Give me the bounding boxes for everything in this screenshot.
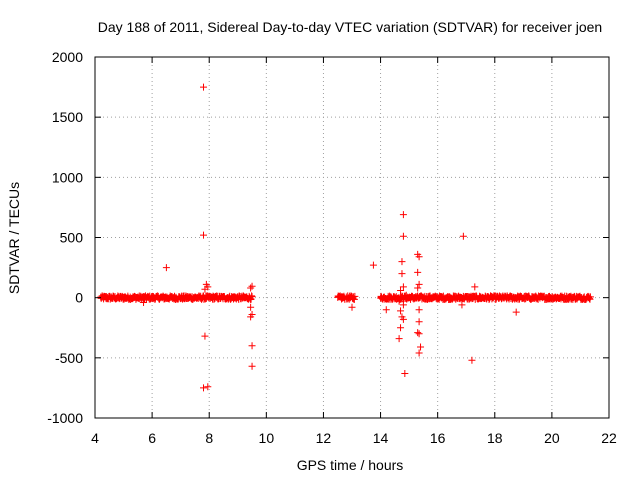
x-tick-label: 20 [544,430,560,446]
outlier-point [201,332,209,340]
outlier-point [397,324,405,332]
outlier-point [140,298,148,306]
outlier-point [401,369,409,377]
y-tick-label: 500 [60,230,84,246]
outlier-point [402,291,410,299]
outlier-point [382,306,390,314]
outlier-point [399,315,407,323]
y-axis-label: SDTVAR / TECUs [6,182,22,294]
x-tick-label: 14 [373,430,389,446]
y-tick-label: -500 [55,350,83,366]
x-tick-label: 12 [316,430,332,446]
outlier-point [395,335,403,343]
outlier-point [200,231,208,239]
outlier-point [247,284,255,292]
x-tick-label: 18 [487,430,503,446]
y-tick-label: 2000 [52,49,83,65]
outlier-point [201,285,209,293]
outlier-point [398,258,406,266]
outlier-point [162,264,170,272]
outlier-point [200,384,208,392]
data-point [248,293,256,301]
outlier-point [369,261,377,269]
y-tick-label: 1000 [52,169,83,185]
x-tick-label: 22 [601,430,617,446]
outlier-point [459,232,467,240]
outlier-point [415,253,423,261]
outlier-point [247,313,255,321]
outlier-point [248,282,256,290]
axis-ticks: 4 6 8 10 12 14 16 18 20 22 -1000 -500 0 500 1000 1500 20… [47,49,617,446]
outlier-point [200,83,208,91]
outlier-point [204,383,212,391]
outlier-point [458,301,466,309]
outlier-point [415,306,423,314]
chart-title: Day 188 of 2011, Sidereal Day-to-day VTE… [98,19,602,35]
outlier-point [417,343,425,351]
outlier-point [415,280,423,288]
y-tick-label: -1000 [47,410,83,426]
x-tick-label: 16 [430,430,446,446]
outlier-point [415,318,423,326]
outlier-point [399,232,407,240]
outlier-point [398,270,406,278]
outlier-point [414,284,422,292]
outlier-point [248,362,256,370]
x-tick-label: 8 [205,430,213,446]
data-point [586,293,594,301]
outlier-point [399,211,407,219]
outlier-point [512,308,520,316]
outlier-point [395,297,403,305]
outlier-point [414,268,422,276]
x-tick-label: 10 [259,430,275,446]
x-tick-label: 4 [91,430,99,446]
outlier-point [415,349,423,357]
y-tick-label: 1500 [52,109,83,125]
outlier-point [399,283,407,291]
data-points [97,83,594,392]
outlier-point [399,301,407,309]
outlier-point [247,303,255,311]
outlier-point [397,307,405,315]
x-axis-label: GPS time / hours [297,457,404,473]
x-tick-label: 6 [148,430,156,446]
y-tick-label: 0 [75,290,83,306]
outlier-point [468,356,476,364]
outlier-point [348,303,356,311]
data-point [351,292,359,300]
outlier-point [397,286,405,294]
outlier-point [248,342,256,350]
outlier-point [471,283,479,291]
outlier-point [415,330,423,338]
outlier-point [414,329,422,337]
